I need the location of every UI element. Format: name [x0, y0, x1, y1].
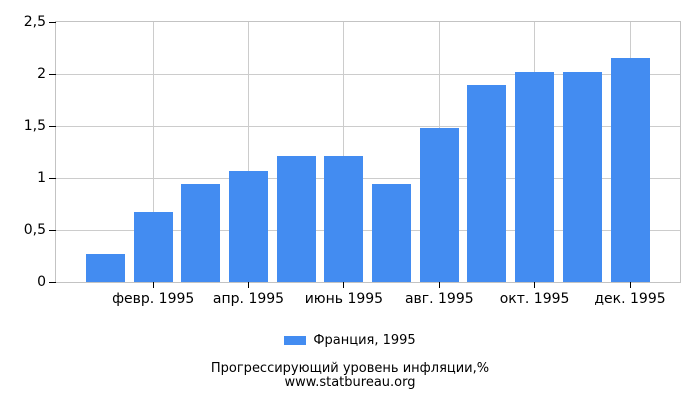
horizontal-gridline	[56, 177, 680, 179]
horizontal-gridline	[56, 229, 680, 231]
legend-label: Франция, 1995	[313, 332, 416, 348]
bar	[515, 71, 555, 282]
x-axis-tick-label: апр. 1995	[212, 291, 285, 307]
x-tick-mark	[438, 282, 440, 288]
x-axis-tick-label: февр. 1995	[112, 291, 195, 307]
legend: Франция, 1995	[0, 332, 700, 348]
bar	[372, 184, 412, 282]
y-tick-mark	[49, 125, 56, 127]
y-axis-tick-label: 2,5	[23, 14, 46, 30]
y-axis-tick-label: 0,5	[23, 222, 46, 238]
y-axis-tick-label: 1,5	[23, 118, 46, 134]
y-axis-tick-label: 0	[37, 274, 46, 290]
bar	[610, 58, 650, 282]
bar	[229, 170, 268, 282]
x-tick-mark	[534, 282, 536, 288]
x-tick-mark	[629, 282, 631, 288]
x-axis-tick-label: дек. 1995	[594, 291, 666, 307]
horizontal-gridline	[56, 125, 680, 127]
bar	[324, 156, 364, 282]
y-tick-mark	[49, 73, 56, 75]
y-tick-mark	[49, 177, 56, 179]
chart-caption: Прогрессирующий уровень инфляции,% www.s…	[0, 362, 700, 390]
bar	[86, 253, 125, 282]
horizontal-gridline	[56, 73, 680, 75]
legend-swatch	[284, 335, 307, 345]
bar	[276, 156, 316, 282]
y-tick-mark	[49, 21, 56, 23]
x-axis-tick-label: окт. 1995	[499, 291, 570, 307]
y-tick-mark	[49, 229, 56, 231]
bar	[562, 71, 602, 282]
y-axis-tick-label: 2	[37, 66, 46, 82]
website-caption: www.statbureau.org	[284, 375, 416, 390]
y-axis-tick-label: 1	[37, 170, 46, 186]
bar	[181, 184, 221, 282]
x-axis-tick-label: авг. 1995	[404, 291, 474, 307]
bar	[419, 128, 459, 282]
vertical-gridline	[248, 22, 249, 282]
vertical-gridline	[343, 22, 345, 282]
x-tick-mark	[248, 282, 249, 288]
bar	[133, 212, 173, 282]
x-axis-tick-label: июнь 1995	[304, 291, 384, 307]
x-tick-mark	[152, 282, 154, 288]
plot-area	[55, 21, 681, 283]
vertical-gridline	[152, 22, 154, 282]
bar	[467, 85, 507, 282]
y-tick-mark	[49, 281, 56, 283]
chart-title: Прогрессирующий уровень инфляции,%	[210, 361, 490, 376]
x-tick-mark	[343, 282, 345, 288]
